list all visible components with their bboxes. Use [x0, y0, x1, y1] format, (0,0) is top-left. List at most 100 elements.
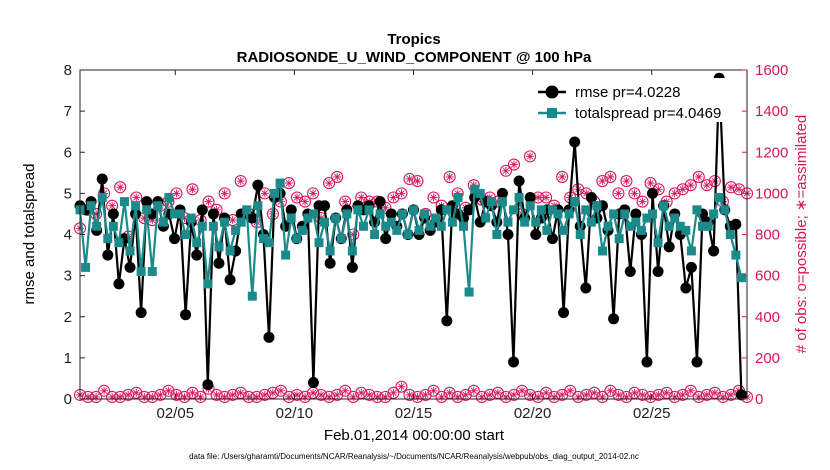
- totalspread-point: [475, 188, 485, 198]
- obs-count-bottom-point: [306, 386, 320, 399]
- obs-possible-marker: [274, 384, 287, 397]
- rmse-point: [207, 208, 219, 220]
- obs-assimilated-stroke: [631, 389, 638, 396]
- rmse-point: [107, 208, 119, 220]
- obs-count-bottom-point: [266, 386, 279, 399]
- y-tick-left-label: 6: [64, 144, 72, 161]
- obs-count-top-point: [507, 158, 521, 171]
- obs-assimilated-stroke: [221, 190, 228, 197]
- totalspread-point: [492, 230, 502, 239]
- y-axis-left-label: rmse and totalspread: [21, 164, 38, 305]
- totalspread-point: [659, 201, 669, 211]
- obs-assimilated-stroke: [229, 391, 236, 399]
- totalspread-point: [347, 246, 357, 256]
- obs-count-bottom-point: [154, 388, 167, 401]
- obs-count-bottom-point: [323, 390, 336, 403]
- obs-count-top-point: [523, 150, 537, 163]
- y-tick-right-label: 0: [755, 391, 763, 408]
- obs-count-bottom-point: [186, 386, 199, 399]
- totalspread-point: [692, 205, 702, 215]
- obs-assimilated-stroke: [711, 389, 718, 396]
- y-axis-right-label: # of obs: o=possible; ∗=assimilated: [793, 115, 810, 354]
- totalspread-point: [464, 287, 474, 297]
- obs-count-bottom-point: [282, 390, 295, 403]
- obs-count-bottom-point: [668, 390, 681, 403]
- totalspread-point: [208, 221, 218, 231]
- obs-possible-marker: [692, 170, 705, 183]
- obs-count-top-point: [186, 183, 199, 196]
- obs-assimilated-stroke: [317, 391, 325, 399]
- rmse-point: [224, 274, 236, 286]
- rmse-point: [463, 204, 475, 216]
- obs-possible-marker: [684, 384, 697, 397]
- obs-assimilated-stroke: [583, 190, 590, 197]
- rmse-point: [213, 257, 225, 269]
- totalspread-point: [403, 230, 413, 239]
- rmse-point: [530, 229, 542, 240]
- obs-possible-marker: [395, 187, 408, 200]
- x-axis-label: Feb.01,2014 00:00:00 start: [324, 427, 505, 444]
- rmse-point: [585, 191, 597, 203]
- rmse-point: [641, 356, 653, 368]
- totalspread-point: [147, 267, 157, 277]
- obs-possible-marker: [114, 181, 127, 194]
- rmse-point: [663, 241, 675, 253]
- obs-possible-marker: [443, 170, 456, 183]
- obs-count-top-point: [403, 172, 416, 186]
- obs-count-top-point: [540, 191, 553, 204]
- obs-possible-marker: [467, 384, 480, 397]
- obs-assimilated-stroke: [117, 184, 124, 191]
- obs-count-bottom-point: [708, 386, 721, 399]
- obs-count-bottom-point: [339, 384, 352, 397]
- obs-count-bottom-point: [644, 390, 657, 403]
- rmse-point: [380, 233, 392, 245]
- obs-possible-marker: [178, 390, 191, 403]
- totalspread-point: [525, 201, 535, 211]
- y-tick-left-label: 5: [64, 185, 72, 202]
- rmse-point: [524, 191, 536, 203]
- obs-possible-marker: [628, 187, 641, 200]
- totalspread-point: [258, 234, 268, 244]
- obs-possible-marker: [523, 150, 537, 163]
- obs-assimilated-stroke: [502, 167, 510, 174]
- obs-assimilated-stroke: [133, 194, 140, 201]
- rmse-point: [708, 245, 720, 257]
- obs-possible-marker: [612, 187, 625, 200]
- y-tick-right-label: 1400: [755, 103, 788, 120]
- obs-assimilated-stroke: [125, 391, 132, 399]
- totalspread-point: [270, 188, 280, 198]
- obs-count-bottom-point: [162, 384, 175, 397]
- totalspread-point: [114, 238, 124, 248]
- obs-possible-marker: [387, 386, 400, 399]
- totalspread-point: [381, 221, 391, 231]
- obs-assimilated-stroke: [583, 391, 590, 399]
- totalspread-point: [108, 221, 118, 231]
- obs-count-bottom-point: [628, 386, 641, 399]
- totalspread-point: [303, 213, 313, 223]
- totalspread-point: [175, 209, 185, 219]
- rmse-point: [441, 315, 453, 327]
- totalspread-point: [703, 221, 713, 231]
- totalspread-point: [597, 246, 607, 256]
- totalspread-point: [531, 217, 541, 227]
- obs-assimilated-stroke: [591, 389, 598, 396]
- totalspread-point: [592, 201, 602, 211]
- obs-assimilated-stroke: [390, 194, 397, 201]
- y-tick-right-label: 1600: [755, 62, 788, 79]
- obs-assimilated-stroke: [687, 182, 694, 189]
- obs-possible-marker: [732, 183, 746, 196]
- obs-count-bottom-point: [572, 390, 585, 403]
- obs-assimilated-stroke: [647, 179, 654, 187]
- obs-possible-marker: [708, 386, 721, 399]
- obs-count-top-point: [612, 187, 625, 200]
- rmse-point: [102, 249, 114, 261]
- obs-count-bottom-point: [234, 386, 247, 399]
- obs-possible-marker: [98, 384, 111, 397]
- totalspread-point: [331, 213, 341, 223]
- obs-assimilated-stroke: [213, 391, 220, 399]
- obs-count-bottom-point: [427, 384, 440, 397]
- obs-count-bottom-point: [475, 390, 488, 403]
- totalspread-point: [442, 205, 452, 215]
- totalspread-point: [119, 197, 129, 207]
- obs-possible-marker: [491, 386, 504, 399]
